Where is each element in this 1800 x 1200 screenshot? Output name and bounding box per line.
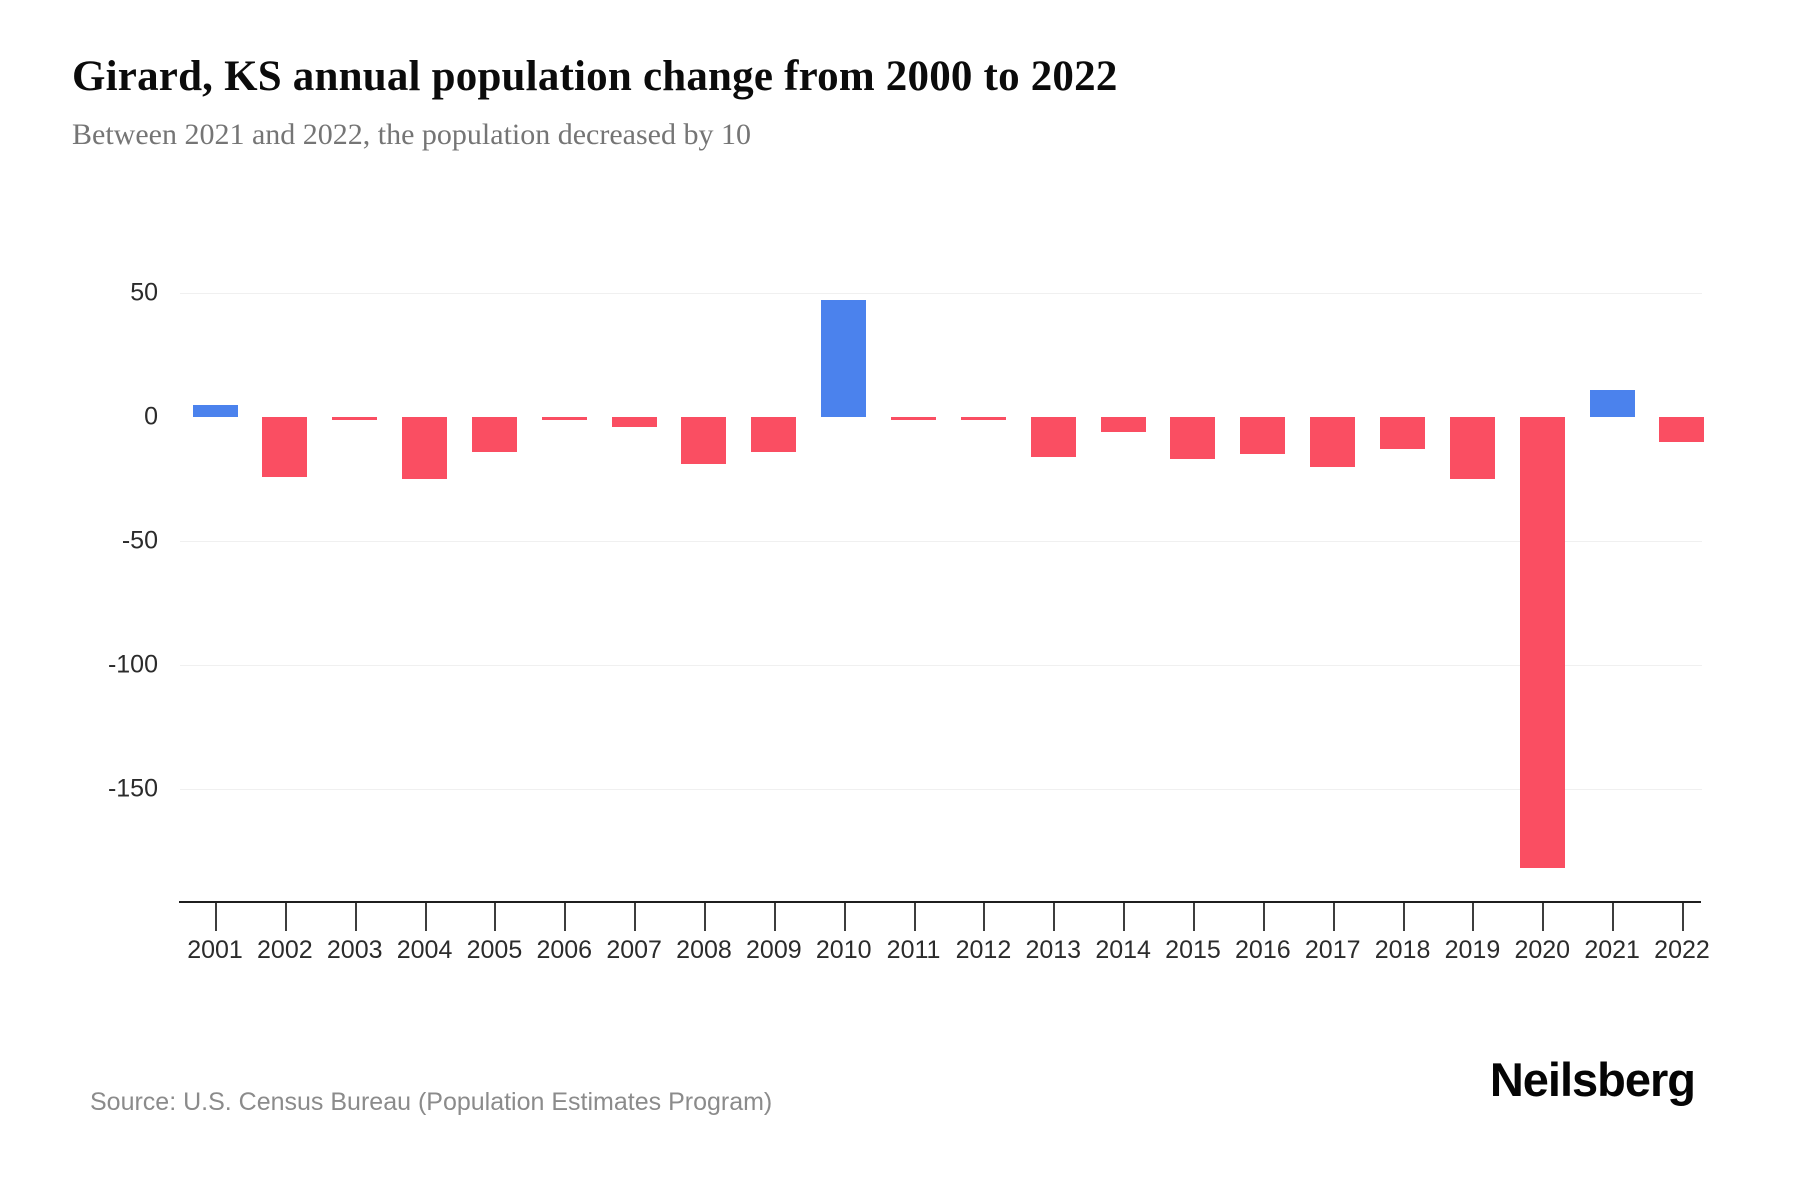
bar-2003 xyxy=(332,417,378,420)
x-axis-year-label: 2004 xyxy=(396,936,453,964)
x-axis-year-label: 2001 xyxy=(187,936,243,964)
bar-2018 xyxy=(1380,417,1426,450)
bar-2011 xyxy=(891,417,937,420)
bar-2015 xyxy=(1170,417,1216,460)
x-axis-year-label: 2012 xyxy=(955,936,1012,964)
x-axis-year-label: 2007 xyxy=(606,936,662,964)
x-axis-year-label: 2015 xyxy=(1165,936,1221,964)
x-axis-tick xyxy=(284,903,287,931)
x-axis-year-label: 2016 xyxy=(1235,936,1291,964)
x-axis-year-label: 2014 xyxy=(1095,936,1151,964)
neilsberg-logo: Neilsberg xyxy=(1489,1053,1696,1106)
x-axis-year-label: 2017 xyxy=(1304,936,1361,964)
x-axis-tick xyxy=(773,903,776,931)
x-axis-tick xyxy=(1612,903,1615,931)
x-axis-year-label: 2018 xyxy=(1374,936,1431,964)
bar-2019 xyxy=(1449,417,1495,479)
x-axis-tick xyxy=(1262,903,1265,931)
bar-2004 xyxy=(402,417,448,479)
x-axis-tick xyxy=(1402,903,1405,931)
y-axis-tick-label: -150 xyxy=(107,774,158,803)
x-axis-year-label: 2011 xyxy=(886,936,941,964)
x-axis-tick xyxy=(564,903,567,931)
bar-2012 xyxy=(960,417,1006,420)
x-axis-tick xyxy=(703,903,706,931)
gridline-y-50 xyxy=(180,293,1702,294)
bar-2020 xyxy=(1519,417,1565,869)
x-axis-year-label: 2021 xyxy=(1584,936,1640,964)
x-axis-year-label: 2003 xyxy=(326,936,383,964)
x-axis-tick xyxy=(354,903,357,931)
x-axis-tick xyxy=(1192,903,1195,931)
x-axis-year-label: 2010 xyxy=(815,936,872,964)
x-axis-tick xyxy=(215,903,217,931)
bar-2001 xyxy=(192,404,238,417)
chart-title: Girard, KS annual population change from… xyxy=(72,53,1118,100)
x-axis-tick xyxy=(1332,903,1335,931)
bar-2002 xyxy=(262,417,308,477)
bar-2009 xyxy=(751,417,797,452)
chart-subtitle: Between 2021 and 2022, the population de… xyxy=(72,118,751,151)
bar-2006 xyxy=(541,417,587,420)
bar-2017 xyxy=(1310,417,1356,467)
y-axis-tick-label: -100 xyxy=(107,650,158,679)
x-axis-year-label: 2009 xyxy=(746,936,802,964)
x-axis-tick xyxy=(843,903,846,931)
x-axis-tick xyxy=(983,903,986,931)
x-axis-tick xyxy=(1542,903,1545,931)
x-axis-year-label: 2022 xyxy=(1654,936,1710,964)
x-axis-tick xyxy=(424,903,427,931)
x-axis-year-label: 2019 xyxy=(1444,936,1501,964)
bar-2008 xyxy=(681,417,727,465)
x-axis-tick xyxy=(1053,903,1056,931)
bar-2014 xyxy=(1100,417,1146,432)
x-axis-line xyxy=(179,901,1701,903)
gridline-y--100 xyxy=(180,665,1702,666)
x-axis-year-label: 2006 xyxy=(536,936,593,964)
source-credit: Source: U.S. Census Bureau (Population E… xyxy=(90,1088,773,1116)
x-axis-tick xyxy=(1472,903,1475,931)
x-axis-tick xyxy=(494,903,497,931)
x-axis-tick xyxy=(913,903,916,931)
y-axis-tick-label: 50 xyxy=(130,278,158,307)
x-axis-year-label: 2008 xyxy=(676,936,732,964)
x-axis-tick xyxy=(1681,903,1684,931)
bar-2022 xyxy=(1659,417,1705,442)
x-axis-tick xyxy=(634,903,637,931)
x-axis-tick xyxy=(1123,903,1126,931)
bar-2013 xyxy=(1030,417,1076,457)
bar-2007 xyxy=(611,417,657,427)
x-axis-year-label: 2013 xyxy=(1025,936,1082,964)
y-axis-tick-label: -50 xyxy=(121,526,158,555)
x-axis-year-label: 2020 xyxy=(1514,936,1571,964)
x-axis-year-label: 2005 xyxy=(466,936,523,964)
bar-2021 xyxy=(1589,389,1635,417)
bar-2016 xyxy=(1240,417,1286,455)
bar-2010 xyxy=(821,300,867,417)
bar-2005 xyxy=(471,417,517,452)
y-axis-tick-label: 0 xyxy=(144,402,158,431)
gridline-y--50 xyxy=(180,541,1702,542)
x-axis-year-label: 2002 xyxy=(257,936,313,964)
gridline-y--150 xyxy=(180,789,1702,790)
